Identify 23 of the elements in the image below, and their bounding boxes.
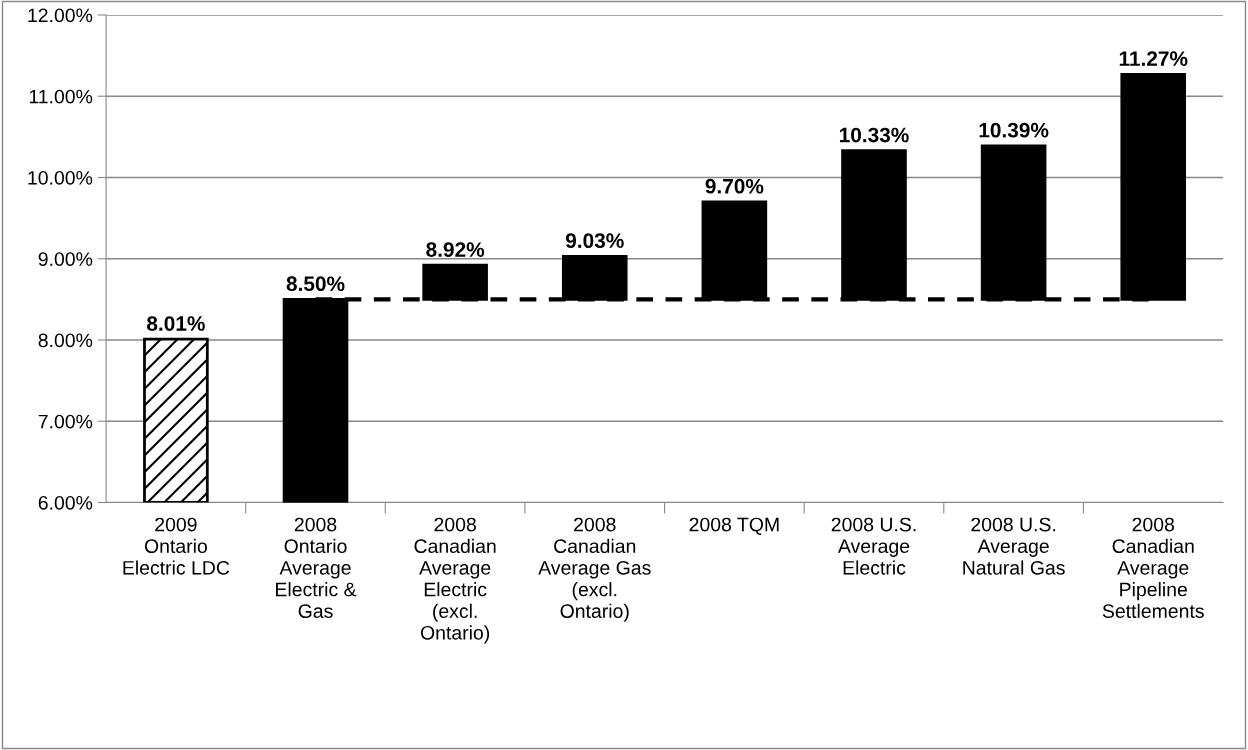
y-tick-label: 9.00% bbox=[38, 252, 93, 266]
data-label: 9.03% bbox=[565, 233, 624, 249]
x-tick-label: 2009 Ontario Electric LDC bbox=[123, 517, 230, 575]
data-label: 11.27% bbox=[1119, 51, 1188, 66]
y-tick-label: 8.00% bbox=[38, 333, 93, 348]
data-label: 8.92% bbox=[426, 242, 485, 257]
data-label: 8.50% bbox=[286, 276, 345, 292]
y-tick-label: 12.00% bbox=[28, 8, 93, 23]
data-label: 10.33% bbox=[839, 127, 909, 143]
x-tick-label: 2008 Canadian Average Electric (excl. Ontario) bbox=[414, 517, 496, 644]
data-label: 10.39% bbox=[979, 122, 1049, 138]
y-tick-label: 6.00% bbox=[38, 495, 93, 510]
x-tick-label: 2008 Canadian Average Pipeline Settlements bbox=[1102, 517, 1204, 618]
y-tick-label: 11.00% bbox=[29, 89, 93, 104]
data-label: 9.70% bbox=[705, 178, 764, 194]
x-tick-label: 2008 Ontario Average Electric & Gas bbox=[276, 517, 357, 618]
x-tick-label: 2008 U.S. Average Electric bbox=[831, 517, 916, 575]
x-tick-label: 2008 Canadian Average Gas (excl. Ontario) bbox=[538, 517, 651, 622]
x-tick-label: 2008 U.S. Average Natural Gas bbox=[963, 517, 1065, 575]
x-tick-label: 2008 TQM bbox=[689, 517, 779, 535]
y-tick-label: 7.00% bbox=[38, 414, 93, 429]
data-label: 8.01% bbox=[147, 316, 205, 331]
y-tick-label: 10.00% bbox=[28, 170, 93, 185]
